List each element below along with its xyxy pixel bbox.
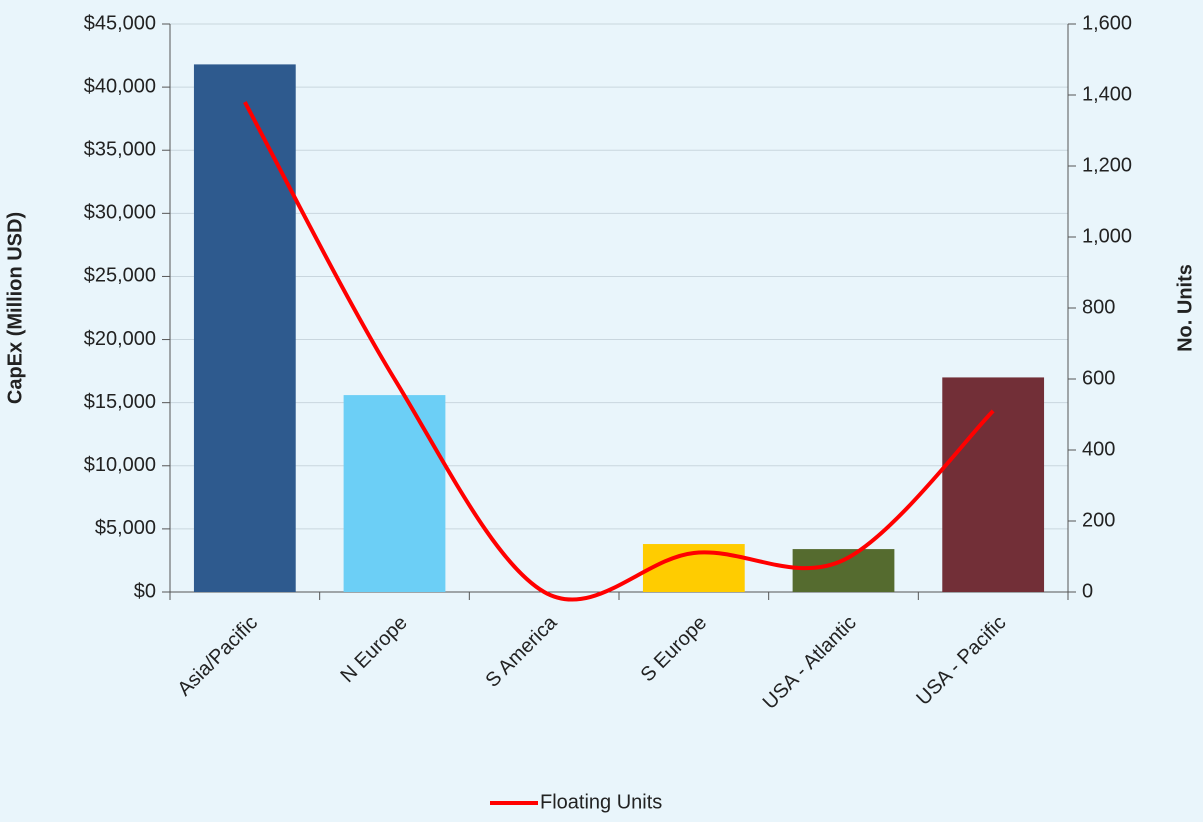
legend-label: Floating Units xyxy=(540,791,662,813)
y-tick-label: $0 xyxy=(134,580,156,602)
bar xyxy=(193,64,296,592)
y-tick-label: $35,000 xyxy=(84,139,156,161)
y-tick-label: $20,000 xyxy=(84,328,156,350)
y-tick-label: $15,000 xyxy=(84,391,156,413)
line xyxy=(243,101,995,602)
y2-tick-label: 1,600 xyxy=(1082,12,1132,34)
y-tick-label: $30,000 xyxy=(84,202,156,224)
y2-tick-label: 1,000 xyxy=(1082,225,1132,247)
bar xyxy=(343,395,446,592)
y-tick-label: $10,000 xyxy=(84,454,156,476)
bar xyxy=(792,549,895,592)
y-tick-label: $5,000 xyxy=(95,517,156,539)
y-tick-label: $40,000 xyxy=(84,75,156,97)
bar xyxy=(942,377,1045,592)
y2-tick-label: 0 xyxy=(1082,580,1093,602)
y2-tick-label: 600 xyxy=(1082,367,1115,389)
y-tick-label: $25,000 xyxy=(84,265,156,287)
y2-axis-title: No. Units xyxy=(1174,264,1196,352)
y2-tick-label: 800 xyxy=(1082,296,1115,318)
y2-tick-label: 1,400 xyxy=(1082,83,1132,105)
y2-tick-label: 400 xyxy=(1082,438,1115,460)
y-axis-title: CapEx (Million USD) xyxy=(4,212,26,404)
y2-tick-label: 200 xyxy=(1082,509,1115,531)
y-tick-label: $45,000 xyxy=(84,12,156,34)
y2-tick-label: 1,200 xyxy=(1082,154,1132,176)
